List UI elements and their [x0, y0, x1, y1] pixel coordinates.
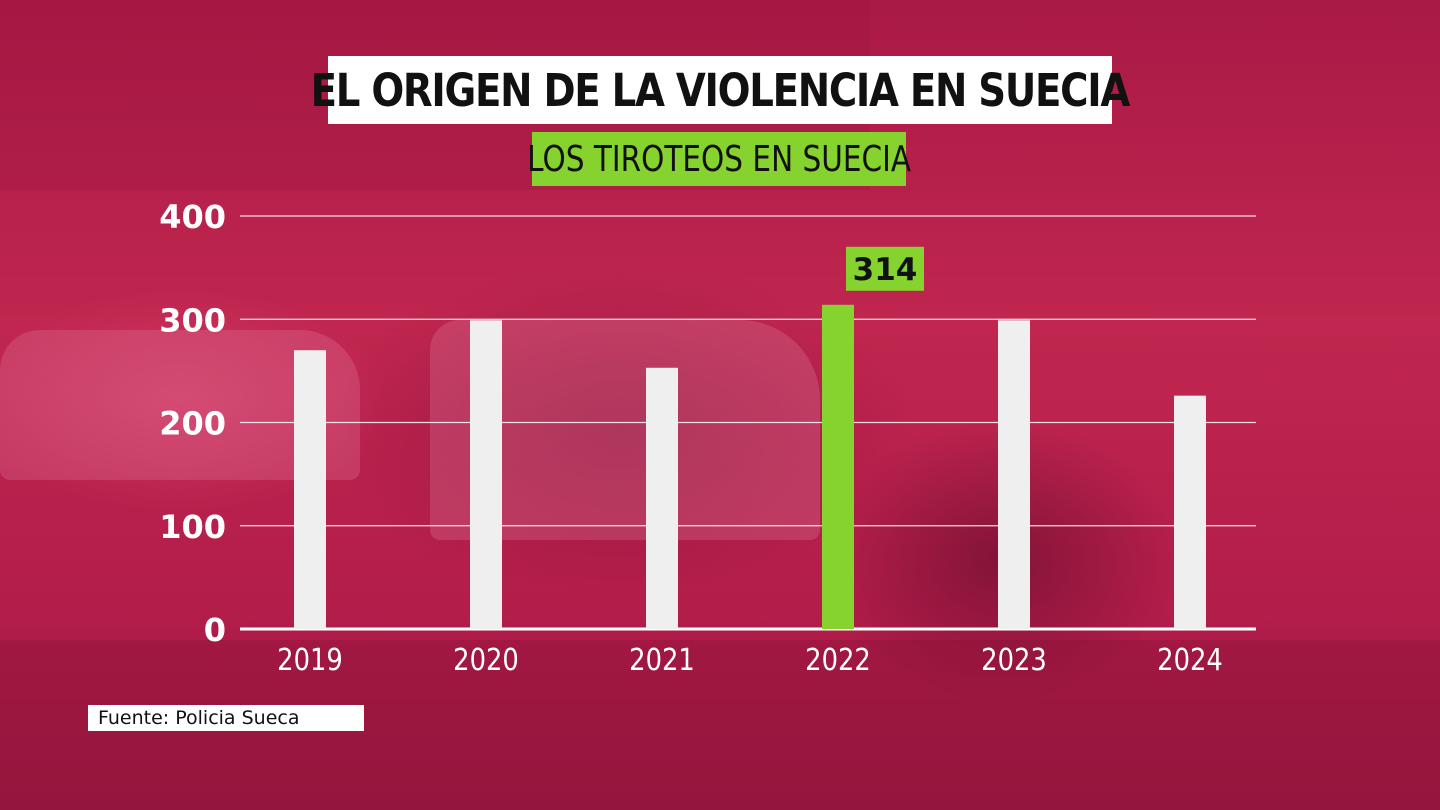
data-label-box-2022 — [846, 246, 924, 291]
bar-2021 — [646, 367, 678, 629]
source-banner: Fuente: Policia Sueca — [88, 705, 364, 731]
y-tick-label-0: 0 — [204, 611, 226, 649]
x-tick-label-2020: 2020 — [453, 642, 519, 677]
subtitle-banner: LOS TIROTEOS EN SUECIA — [527, 132, 911, 186]
y-tick-label-400: 400 — [159, 198, 226, 236]
bar-2023 — [998, 320, 1030, 629]
bar-2020 — [470, 320, 502, 629]
title-banner: EL ORIGEN DE LA VIOLENCIA EN SUECIA — [311, 56, 1131, 124]
x-axis-ticks: 2019 2020 2021 2022 2023 2024 — [277, 642, 1223, 677]
x-tick-label-2022: 2022 — [805, 642, 871, 677]
bars — [294, 304, 1206, 629]
grid-lines — [240, 215, 1256, 631]
x-tick-label-2021: 2021 — [629, 642, 695, 677]
x-tick-label-2023: 2023 — [981, 642, 1047, 677]
y-axis-ticks: 0 100 200 300 400 — [159, 198, 226, 649]
bar-2024 — [1174, 395, 1206, 629]
data-label-2022: 314 — [853, 252, 918, 288]
x-tick-label-2019: 2019 — [277, 642, 343, 677]
bar-2022 — [822, 304, 854, 629]
y-tick-label-300: 300 — [159, 301, 226, 339]
bar-2019 — [294, 350, 326, 629]
x-tick-label-2024: 2024 — [1157, 642, 1223, 677]
source-label: Fuente: Policia Sueca — [98, 707, 300, 729]
chart-subtitle: LOS TIROTEOS EN SUECIA — [527, 138, 911, 180]
chart-title: EL ORIGEN DE LA VIOLENCIA EN SUECIA — [310, 63, 1131, 117]
data-labels: 314 — [846, 246, 924, 291]
y-tick-label-100: 100 — [159, 508, 226, 546]
y-tick-label-200: 200 — [159, 405, 226, 443]
